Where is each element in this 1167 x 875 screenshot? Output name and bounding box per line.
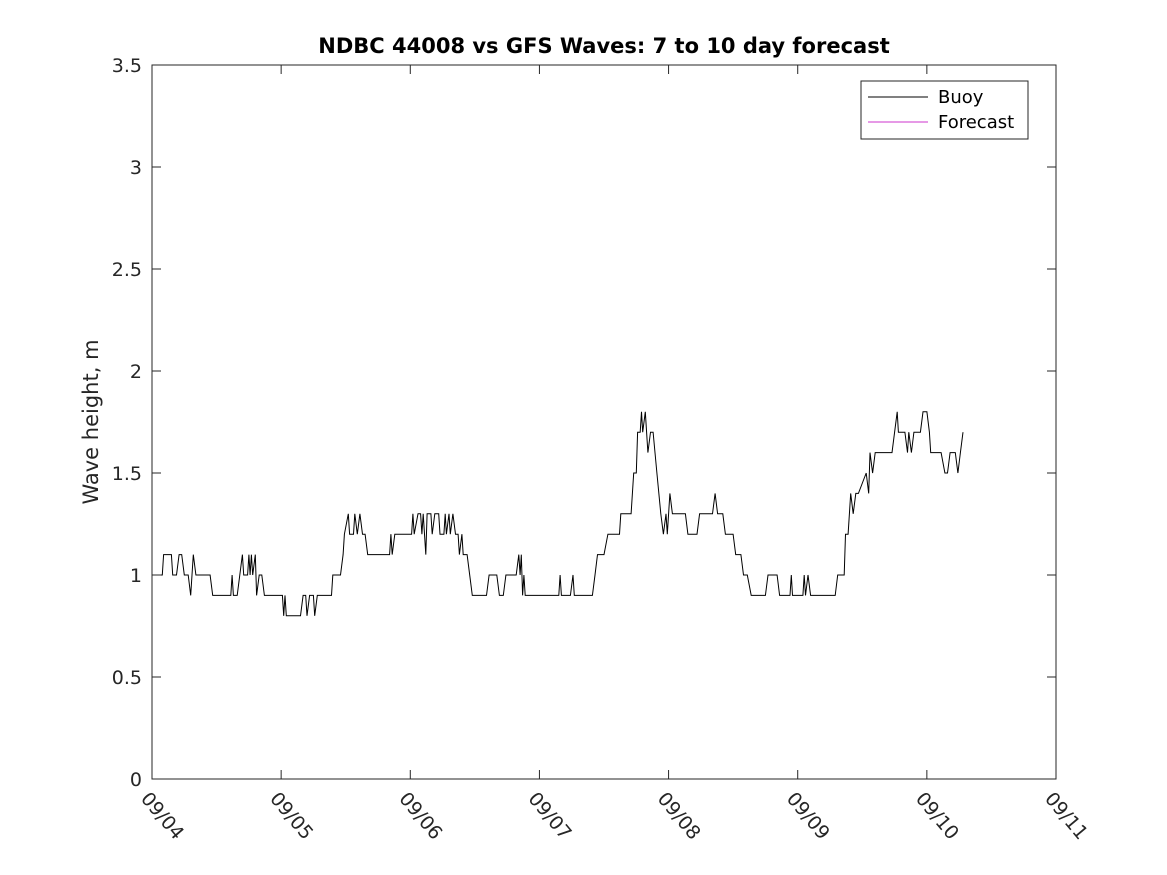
- plot-area: [152, 65, 1056, 779]
- y-ticks: 0 0.5 1 1.5 2 2.5 3 3.5: [112, 55, 1056, 791]
- y-axis-label: Wave height, m: [79, 339, 103, 504]
- series-layer: [152, 411, 964, 617]
- y-tick-label: 1: [130, 565, 142, 587]
- chart-title: NDBC 44008 vs GFS Waves: 7 to 10 day for…: [318, 34, 889, 58]
- series-line-buoy: [152, 411, 964, 617]
- legend: Buoy Forecast: [860, 80, 1029, 140]
- legend-box: [860, 80, 1029, 140]
- axes-box: [151, 64, 1057, 780]
- legend-label-buoy: Buoy: [938, 87, 984, 108]
- y-tick-label: 0: [130, 769, 142, 791]
- legend-label-forecast: Forecast: [938, 112, 1014, 133]
- y-tick-label: 0.5: [112, 667, 142, 689]
- y-tick-label: 1.5: [112, 463, 142, 485]
- y-tick-label: 2: [130, 361, 142, 383]
- y-tick-label: 3.5: [112, 55, 142, 77]
- y-tick-label: 3: [130, 157, 142, 179]
- y-tick-label: 2.5: [112, 259, 142, 281]
